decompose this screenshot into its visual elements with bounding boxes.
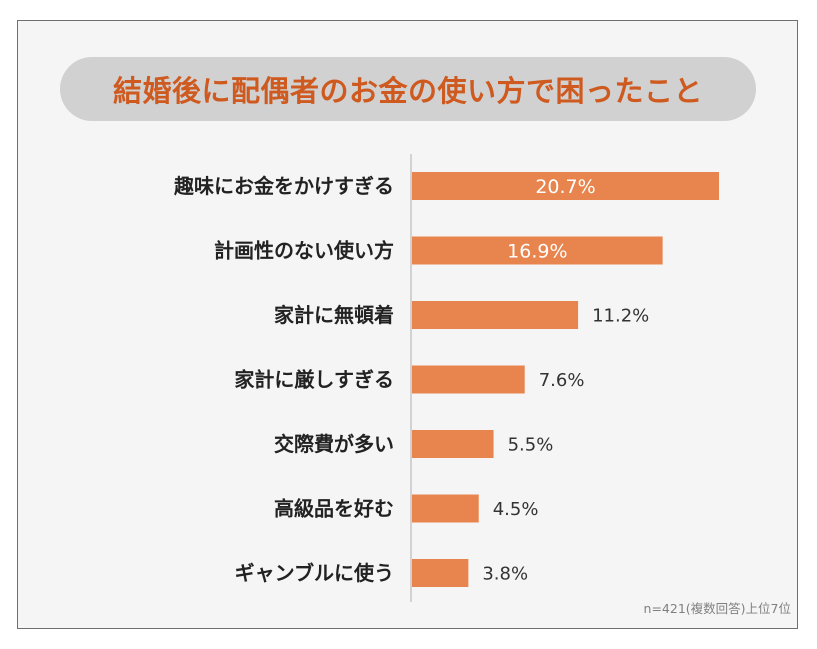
bar-row: ギャンブルに使う 3.8% (235, 559, 528, 587)
value-label: 11.2% (592, 306, 649, 327)
chart-title: 結婚後に配偶者のお金の使い方で困ったこと (112, 74, 703, 108)
title-banner: 結婚後に配偶者のお金の使い方で困ったこと (60, 57, 756, 121)
bar (412, 365, 525, 394)
value-label: 20.7% (535, 176, 595, 198)
value-label: 3.8% (482, 564, 528, 585)
bar (412, 494, 479, 523)
category-label: 家計に厳しすぎる (234, 368, 394, 392)
bar-row: 家計に厳しすぎる 7.6% (234, 365, 585, 394)
bar (412, 430, 494, 458)
value-label: 7.6% (539, 370, 585, 391)
bar (412, 172, 719, 200)
chart-frame (17, 20, 798, 629)
bar-row: 趣味にお金をかけすぎる 20.7% (173, 172, 719, 200)
chart-rows: 趣味にお金をかけすぎる 20.7% 計画性のない使い方 16.9% 家計に無頓着 11.2… (173, 172, 719, 587)
bar-row: 家計に無頓着 11.2% (274, 301, 649, 329)
category-label: 趣味にお金をかけすぎる (173, 174, 394, 198)
category-label: 計画性のない使い方 (214, 239, 394, 263)
value-label: 5.5% (508, 435, 554, 456)
value-label: 16.9% (507, 241, 567, 263)
bar (412, 301, 579, 329)
bar-row: 高級品を好む 4.5% (274, 494, 539, 523)
bar-row: 交際費が多い 5.5% (274, 430, 553, 458)
value-label: 4.5% (493, 499, 539, 520)
category-label: 交際費が多い (274, 432, 394, 456)
bar (412, 236, 663, 265)
category-label: ギャンブルに使う (235, 561, 394, 585)
sample-note: n=421(複数回答)上位7位 (643, 601, 791, 616)
bar-row: 計画性のない使い方 16.9% (214, 236, 663, 265)
bar (412, 559, 469, 587)
category-label: 高級品を好む (274, 497, 394, 521)
category-label: 家計に無頓着 (274, 303, 394, 327)
